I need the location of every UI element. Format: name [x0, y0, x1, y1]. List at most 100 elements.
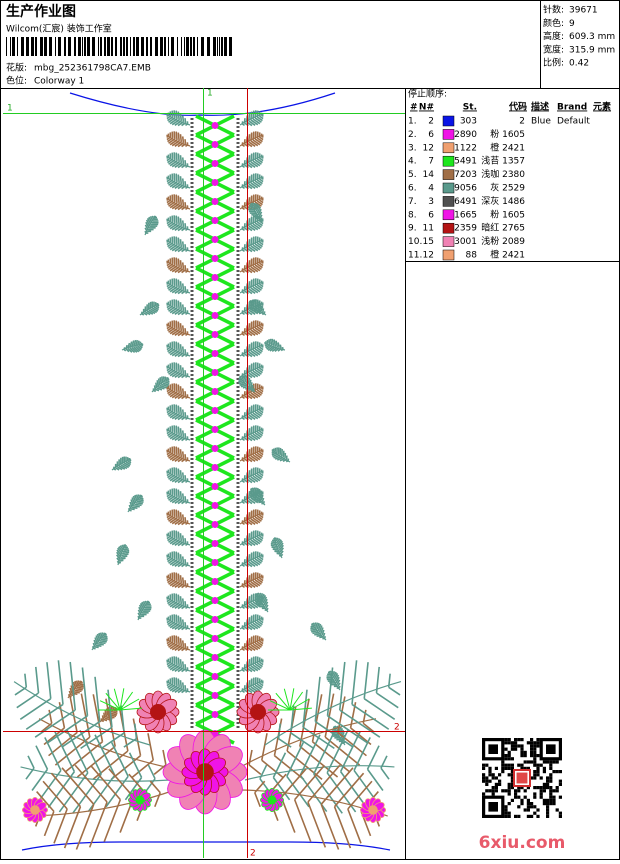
feather-barb [254, 614, 262, 627]
feather-barb [185, 667, 189, 673]
feather [166, 215, 191, 232]
feather-barb [250, 132, 259, 147]
feather [166, 131, 191, 148]
feather-barb [258, 510, 264, 519]
feather-barb [333, 682, 341, 688]
feather-barb [125, 456, 132, 466]
feather-barb [153, 385, 160, 392]
feather-barb [169, 446, 178, 461]
feather-barb [181, 370, 187, 379]
feather-barb [166, 531, 172, 540]
qr-cell [501, 770, 505, 774]
feather-barb [266, 338, 273, 350]
row-num: 11. [408, 251, 422, 261]
feather-barb [168, 614, 176, 627]
qr-cell [504, 814, 508, 818]
feather-barb [250, 405, 259, 420]
feather-barb [126, 457, 132, 464]
row-num: 3. [408, 143, 417, 153]
feather-barb [131, 733, 155, 779]
feather-barb [174, 449, 183, 462]
feather-barb [251, 208, 262, 216]
feather-barb [171, 384, 180, 399]
color-swatch [442, 169, 455, 180]
feather-barb [118, 459, 126, 470]
lattice-flower [211, 369, 219, 376]
qr-cell [555, 789, 559, 793]
spike [289, 691, 304, 711]
feather-barb [140, 342, 144, 347]
feather-barb [169, 488, 178, 503]
guide-label: 1 [7, 104, 13, 114]
feather-barb [254, 446, 262, 459]
feather-barb [363, 662, 396, 720]
table-header: Brand [557, 103, 587, 113]
feather-barb [258, 308, 265, 315]
feather-barb [256, 635, 263, 647]
feather-barb [171, 657, 180, 672]
feather-barb [327, 670, 332, 674]
feather-barb [254, 362, 262, 375]
feather-barb [166, 153, 172, 162]
feather-barb [166, 301, 170, 306]
feather-barb [72, 681, 83, 691]
code: 橙 2421 [490, 249, 525, 261]
feather-barb [123, 347, 127, 352]
feather-barb [258, 321, 264, 330]
feather [271, 447, 291, 463]
feather-barb [256, 131, 263, 143]
qr-cell [517, 795, 521, 799]
qr-cell [526, 786, 530, 790]
feather-barb [169, 362, 178, 377]
feather-barb [311, 623, 322, 633]
feather-barb [116, 461, 123, 471]
feather-barb [116, 551, 128, 559]
row-num: 7. [408, 197, 417, 207]
feather-barb [46, 667, 89, 744]
feather [166, 278, 191, 295]
feather-barb [248, 204, 261, 213]
colorway: Colorway 1 [34, 77, 84, 87]
feather-barb [254, 467, 262, 480]
feather-barb [250, 447, 259, 462]
feather-barb [310, 622, 320, 632]
qr-cell [539, 792, 543, 796]
qr-cell [549, 786, 553, 790]
feather-barb [249, 487, 258, 495]
feather-barb [167, 509, 174, 521]
feather-barb [258, 468, 264, 477]
feather-barb [144, 306, 151, 316]
qr-cell [510, 770, 514, 774]
feather-barb [174, 617, 183, 630]
qr-cell [491, 792, 495, 796]
feather-barb [181, 160, 187, 169]
feather-barb [260, 469, 264, 474]
feather-barb [177, 577, 185, 589]
spike [99, 700, 121, 711]
qr-cell [530, 760, 534, 764]
feather-barb [168, 383, 176, 396]
bar [229, 37, 232, 56]
feather-barb [181, 328, 187, 337]
feather-barb [167, 236, 174, 248]
qr-cell [546, 782, 550, 786]
bar [197, 37, 198, 56]
bar [201, 37, 204, 56]
qr-cell [546, 779, 550, 783]
feather-barb [250, 321, 259, 336]
spike [119, 688, 125, 711]
feather-barb [166, 321, 172, 330]
qr-cell [507, 789, 511, 793]
feather-barb [171, 678, 180, 693]
feather-barb [177, 556, 185, 568]
feather-barb [171, 153, 180, 168]
feather-barb [171, 468, 180, 483]
feather-barb [166, 679, 170, 684]
feather-barb [247, 281, 256, 294]
needle: 3 [428, 197, 434, 207]
qr-cell [482, 779, 486, 783]
feather-barb [252, 425, 261, 440]
feather-barb [152, 388, 157, 393]
feather-barb [336, 685, 341, 689]
qr-cell [542, 798, 546, 802]
